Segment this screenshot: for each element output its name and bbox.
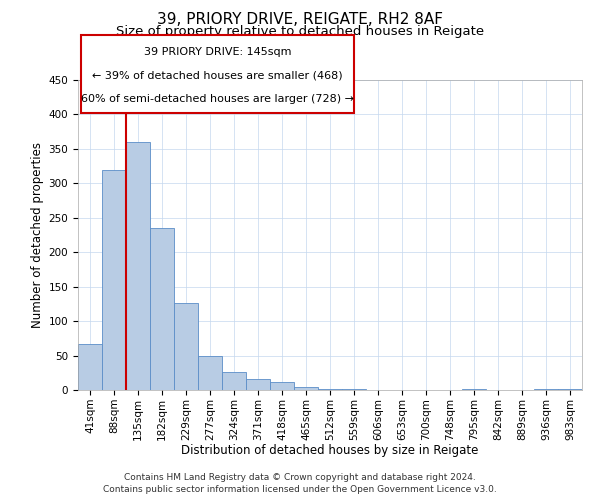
Bar [222, 372, 246, 390]
Bar [78, 344, 102, 390]
Text: ← 39% of detached houses are smaller (468): ← 39% of detached houses are smaller (46… [92, 70, 343, 81]
Text: Size of property relative to detached houses in Reigate: Size of property relative to detached ho… [116, 25, 484, 38]
Text: 39, PRIORY DRIVE, REIGATE, RH2 8AF: 39, PRIORY DRIVE, REIGATE, RH2 8AF [157, 12, 443, 28]
Bar [150, 228, 174, 390]
Text: Contains public sector information licensed under the Open Government Licence v3: Contains public sector information licen… [103, 484, 497, 494]
Bar [174, 302, 198, 390]
X-axis label: Distribution of detached houses by size in Reigate: Distribution of detached houses by size … [181, 444, 479, 457]
Bar [246, 379, 270, 390]
Text: 60% of semi-detached houses are larger (728) →: 60% of semi-detached houses are larger (… [81, 94, 354, 104]
Bar [270, 382, 294, 390]
Text: 39 PRIORY DRIVE: 145sqm: 39 PRIORY DRIVE: 145sqm [144, 47, 291, 57]
Bar [126, 142, 150, 390]
Y-axis label: Number of detached properties: Number of detached properties [31, 142, 44, 328]
Text: Contains HM Land Registry data © Crown copyright and database right 2024.: Contains HM Land Registry data © Crown c… [124, 473, 476, 482]
Bar [102, 170, 126, 390]
Bar [198, 356, 222, 390]
Bar [294, 387, 318, 390]
